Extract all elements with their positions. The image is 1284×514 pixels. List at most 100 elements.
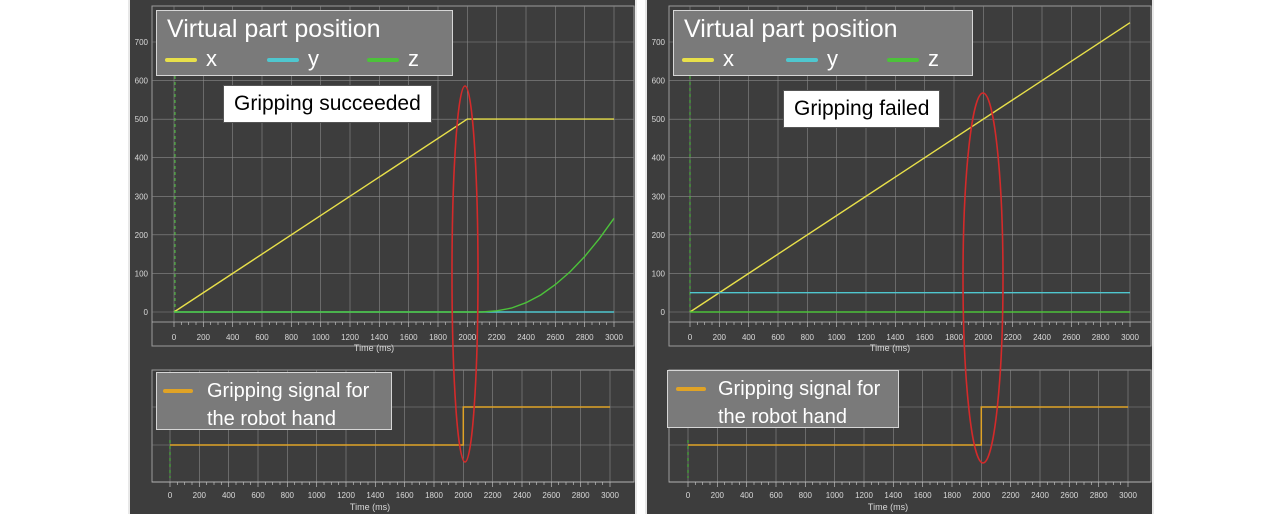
position-x-tick-label: 800 <box>285 333 299 342</box>
position-x-tick-label: 200 <box>713 333 727 342</box>
position-y-tick-label: 300 <box>135 192 149 201</box>
position-y-tick-label: 500 <box>652 115 666 124</box>
position-legend: Virtual part position x y z <box>673 10 973 76</box>
signal-legend-swatch <box>163 389 193 393</box>
signal-x-tick-label: 2000 <box>972 491 990 500</box>
legend-label-z: z <box>928 46 939 71</box>
signal-x-tick-label: 1200 <box>855 491 873 500</box>
legend-title: Virtual part position <box>167 15 381 43</box>
callout-gripping-failed: Gripping failed <box>783 90 941 128</box>
position-x-tick-label: 200 <box>197 333 211 342</box>
position-x-tick-label: 600 <box>255 333 269 342</box>
signal-legend-label: Gripping signal for the robot hand <box>718 375 880 431</box>
signal-legend: Gripping signal for the robot hand <box>156 372 392 430</box>
right-chart-svg: 0 100 200 300 400 500 600 700 0 200 400 600 800 1000 1… <box>652 5 1152 512</box>
position-x-axis-label: Time (ms) <box>354 343 394 353</box>
position-x-tick-label: 1400 <box>370 333 388 342</box>
signal-x-tick-label: 0 <box>686 491 691 500</box>
series-line-z <box>174 217 615 313</box>
signal-x-axis-label: Time (ms) <box>350 502 390 512</box>
signal-x-tick-label: 600 <box>769 491 783 500</box>
position-x-tick-label: 1600 <box>400 333 418 342</box>
position-x-tick-label: 800 <box>801 333 815 342</box>
position-x-tick-label: 2800 <box>1092 333 1110 342</box>
position-x-tick-label: 2400 <box>517 333 535 342</box>
legend-swatch-y <box>786 58 818 62</box>
position-x-tick-label: 1600 <box>916 333 934 342</box>
signal-x-tick-label: 1600 <box>396 491 414 500</box>
position-y-tick-label: 700 <box>135 38 149 47</box>
position-y-tick-label: 500 <box>135 115 149 124</box>
position-y-tick-label: 700 <box>652 38 666 47</box>
signal-x-tick-label: 2800 <box>572 491 590 500</box>
series-line-x <box>173 118 614 313</box>
position-y-tick-label: 0 <box>661 308 666 317</box>
signal-legend-label: Gripping signal for the robot hand <box>207 377 369 433</box>
position-chart-frame <box>668 5 1152 347</box>
signal-x-tick-label: 1800 <box>943 491 961 500</box>
signal-x-tick-label: 2600 <box>542 491 560 500</box>
legend-label-x: x <box>206 46 217 71</box>
signal-x-tick-label: 2200 <box>1002 491 1020 500</box>
position-y-tick-label: 400 <box>135 154 149 163</box>
signal-x-tick-label: 200 <box>711 491 725 500</box>
signal-x-tick-label: 200 <box>193 491 207 500</box>
position-x-tick-label: 600 <box>771 333 785 342</box>
signal-x-tick-label: 800 <box>799 491 813 500</box>
gripping-time-highlight-ellipse <box>451 85 479 463</box>
position-x-tick-label: 1800 <box>945 333 963 342</box>
position-x-tick-label: 2000 <box>974 333 992 342</box>
signal-x-tick-label: 1600 <box>914 491 932 500</box>
position-x-tick-label: 3000 <box>605 333 623 342</box>
signal-x-tick-label: 1200 <box>337 491 355 500</box>
left-chart-svg: 0 100 200 300 400 500 600 700 0 200 400 600 800 1000 1… <box>135 5 635 512</box>
signal-x-axis-label: Time (ms) <box>868 502 908 512</box>
signal-x-tick-label: 800 <box>281 491 295 500</box>
position-y-tick-label: 600 <box>135 77 149 86</box>
signal-legend: Gripping signal for the robot hand <box>667 370 899 428</box>
position-x-tick-label: 1000 <box>312 333 330 342</box>
legend-swatch-x <box>165 58 197 62</box>
legend-swatch-y <box>267 58 299 62</box>
position-x-tick-label: 2600 <box>546 333 564 342</box>
signal-x-tick-label: 1000 <box>308 491 326 500</box>
position-y-tick-label: 400 <box>652 154 666 163</box>
signal-x-tick-label: 2400 <box>1031 491 1049 500</box>
position-y-tick-label: 200 <box>652 231 666 240</box>
signal-label-line2: the robot hand <box>718 406 847 428</box>
series-line-gripping-signal <box>688 406 1128 446</box>
signal-legend-swatch <box>676 387 706 391</box>
signal-x-tick-label: 3000 <box>601 491 619 500</box>
position-x-tick-label: 1800 <box>429 333 447 342</box>
position-x-tick-label: 2800 <box>576 333 594 342</box>
position-x-tick-label: 1200 <box>857 333 875 342</box>
legend-label-z: z <box>408 46 419 71</box>
position-y-tick-label: 0 <box>144 308 149 317</box>
position-chart-frame <box>151 5 635 347</box>
signal-x-tick-label: 3000 <box>1119 491 1137 500</box>
signal-x-tick-label: 2200 <box>484 491 502 500</box>
signal-x-tick-label: 1400 <box>884 491 902 500</box>
position-y-tick-label: 300 <box>652 192 666 201</box>
callout-gripping-succeeded: Gripping succeeded <box>223 85 432 123</box>
signal-x-tick-label: 2000 <box>454 491 472 500</box>
position-x-tick-label: 2600 <box>1062 333 1080 342</box>
signal-label-line1: Gripping signal for <box>718 378 881 400</box>
position-y-tick-label: 600 <box>652 77 666 86</box>
signal-x-tick-label: 600 <box>251 491 265 500</box>
legend-label-y: y <box>308 46 319 71</box>
signal-x-tick-label: 2800 <box>1090 491 1108 500</box>
signal-x-tick-label: 1400 <box>366 491 384 500</box>
signal-x-tick-label: 400 <box>222 491 236 500</box>
signal-x-tick-label: 1000 <box>826 491 844 500</box>
position-x-tick-label: 400 <box>742 333 756 342</box>
gripping-time-highlight-ellipse <box>962 92 1004 464</box>
legend-swatch-x <box>682 58 714 62</box>
series-line-gripping-signal <box>170 406 610 446</box>
signal-label-line2: the robot hand <box>207 408 336 430</box>
position-x-tick-label: 2200 <box>488 333 506 342</box>
position-x-tick-label: 0 <box>172 333 177 342</box>
position-x-tick-label: 1000 <box>828 333 846 342</box>
position-y-tick-label: 100 <box>135 269 149 278</box>
position-legend: Virtual part position x y z <box>156 10 453 76</box>
